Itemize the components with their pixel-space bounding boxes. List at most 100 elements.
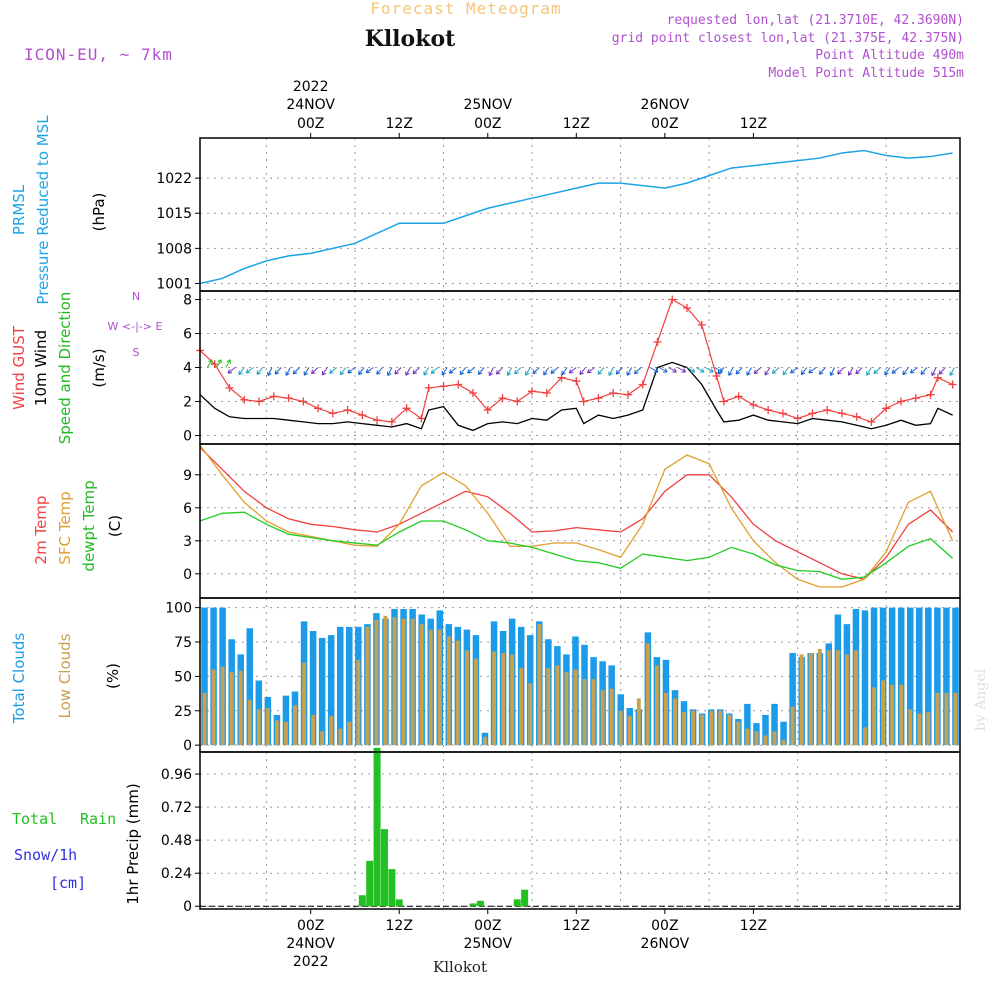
- wind-arrow: [866, 367, 872, 376]
- low-cloud-bar: [546, 668, 551, 746]
- low-cloud-bar: [745, 728, 750, 746]
- wind-arrow-head: [746, 371, 751, 376]
- y-tick-label: 0.24: [161, 866, 192, 882]
- total-cloud-bar: [943, 607, 950, 746]
- wind-arrow: [717, 367, 725, 375]
- wind-arrow-head: [653, 368, 659, 373]
- wind-arrow-head: [579, 370, 584, 376]
- low-cloud-bar: [673, 698, 677, 746]
- top-time-label: 12Z: [386, 116, 413, 132]
- low-cloud-bar: [446, 636, 451, 746]
- panel-1: 0 2 4 6 8: [183, 290, 961, 445]
- wind-label-3: Speed and Direction: [56, 292, 74, 445]
- wind-arrow: [550, 367, 559, 374]
- gust-marker: [498, 394, 507, 403]
- wind-arrow-head: [358, 370, 363, 376]
- wind-arrow: [634, 367, 642, 375]
- wind-arrow-head: [412, 369, 418, 375]
- low-cloud-bar: [582, 679, 587, 746]
- low-cloud-bar: [501, 653, 506, 746]
- gust-line: [199, 298, 953, 423]
- gust-marker: [454, 380, 463, 389]
- gust-marker: [749, 400, 758, 409]
- wind-arrow: [507, 367, 513, 376]
- low-cloud-bar: [483, 736, 487, 746]
- gust-marker: [469, 389, 478, 397]
- wind-arrow: [514, 367, 522, 375]
- wind-arrow: [782, 367, 789, 376]
- total-cloud-bar: [789, 653, 796, 746]
- wind-arrow: [753, 367, 762, 375]
- wind-arrow-head: [626, 371, 631, 376]
- wind-arrow: [597, 367, 605, 375]
- wind-arrow-head: [561, 370, 566, 376]
- wind-arrow: [274, 367, 282, 375]
- wind-arrow-head: [376, 370, 381, 375]
- bottom-time-label: 00Z: [474, 918, 501, 934]
- y-tick-label: 1015: [156, 206, 192, 222]
- total-cloud-bar: [934, 607, 941, 746]
- gust-marker: [734, 392, 743, 401]
- wind-arrow-head: [514, 369, 519, 375]
- total-cloud-bar: [327, 635, 335, 746]
- compass-south: S: [133, 346, 140, 359]
- wind-arrow: [579, 367, 586, 375]
- low-cloud-bar: [600, 690, 605, 746]
- low-cloud-bar: [347, 721, 352, 746]
- low-cloud-bar: [935, 692, 940, 746]
- gust-marker: [793, 414, 802, 423]
- rain-bar: [469, 903, 477, 907]
- total-cloud-bar: [744, 703, 751, 746]
- low-cloud-bar: [573, 669, 578, 746]
- wind-arrow: [459, 367, 467, 375]
- wind-arrow-head: [347, 369, 352, 374]
- low-cloud-bar: [844, 654, 849, 746]
- y-tick-label: 0.48: [161, 833, 192, 849]
- rain-bar: [476, 900, 484, 907]
- gust-marker: [417, 414, 426, 423]
- rain-bar: [521, 889, 529, 907]
- low-cloud-bar: [591, 679, 596, 746]
- wind-arrow-head: [245, 368, 251, 374]
- low-cloud-bar: [736, 721, 741, 746]
- wind-label-1: Wind GUST: [10, 325, 28, 410]
- wind-arrow-head: [506, 371, 512, 376]
- bottom-time-label: 00Z: [297, 918, 324, 934]
- total-cloud-bar: [780, 721, 787, 746]
- pressure-unit: (hPa): [90, 193, 108, 232]
- wind-arrow: [615, 367, 623, 375]
- rain-bar: [358, 895, 366, 907]
- wind-arrow: [227, 367, 236, 374]
- rain-bar: [513, 899, 521, 907]
- y-tick-label: 25: [174, 704, 192, 720]
- wind-arrow-head: [550, 369, 556, 374]
- low-cloud-bar: [437, 629, 442, 746]
- panel-4: 0 0.24 0.48 0.72 0.96: [161, 747, 961, 915]
- wind-arrow: [949, 367, 955, 376]
- y-tick-label: 4: [183, 361, 192, 377]
- wind-arrow-head: [459, 370, 465, 376]
- bottom-time-label: 12Z: [386, 918, 413, 934]
- wind-arrow: [873, 367, 882, 374]
- low-cloud-bar: [899, 684, 904, 746]
- y-tick-label: 2: [183, 395, 192, 411]
- wind-arrow: [225, 359, 231, 368]
- low-cloud-bar: [881, 680, 886, 746]
- wind-arrow-head: [949, 371, 954, 376]
- top-year-label: 2022: [293, 79, 329, 95]
- rain-bar: [380, 829, 388, 907]
- low-cloud-bar: [709, 710, 714, 746]
- temp-sfc-line: [199, 444, 954, 588]
- panel-frame: [199, 137, 961, 292]
- wind-arrow: [938, 367, 946, 375]
- wind-arrow: [677, 367, 686, 373]
- low-cloud-bar: [229, 672, 234, 746]
- top-date-label: 24NOV: [286, 97, 335, 113]
- low-cloud-bar: [772, 731, 777, 746]
- wind-arrow-head: [709, 368, 714, 373]
- gust-marker: [579, 397, 588, 406]
- wind-arrow-head: [329, 369, 334, 374]
- low-cloud-bar: [392, 617, 397, 746]
- wind-arrow-head: [663, 368, 668, 373]
- wind-arrow-head: [226, 359, 231, 364]
